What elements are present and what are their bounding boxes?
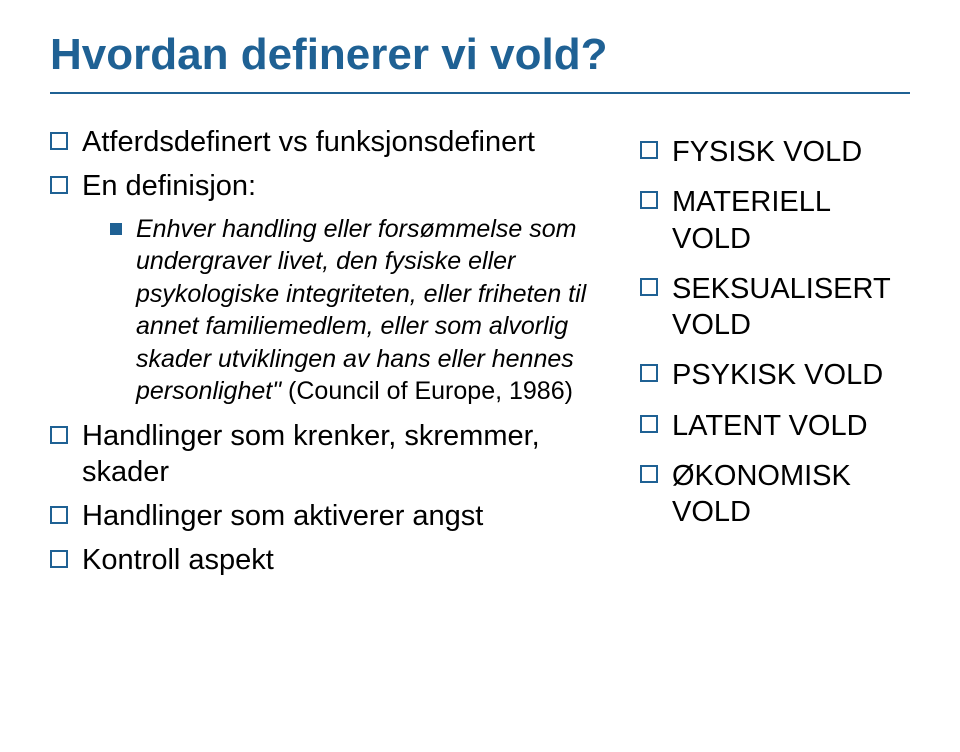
square-bullet-icon xyxy=(50,132,68,150)
square-dot-icon xyxy=(110,223,122,235)
title-rule xyxy=(50,92,910,94)
sub-bullet-text: Enhver handling eller forsømmelse som un… xyxy=(136,213,610,408)
square-bullet-icon xyxy=(640,191,658,209)
list-item: ØKONOMISK VOLD xyxy=(640,458,910,531)
bullet-item: Atferdsdefinert vs funksjonsdefinert xyxy=(50,124,610,160)
left-column: Atferdsdefinert vs funksjonsdefinert En … xyxy=(50,124,610,587)
list-item: LATENT VOLD xyxy=(640,408,910,444)
list-text: SEKSUALISERT VOLD xyxy=(672,271,910,344)
slide: Hvordan definerer vi vold? Atferdsdefine… xyxy=(0,0,960,752)
list-item: PSYKISK VOLD xyxy=(640,357,910,393)
sub-bullet-item: Enhver handling eller forsømmelse som un… xyxy=(110,213,610,408)
bullet-text: Kontroll aspekt xyxy=(82,542,274,578)
square-bullet-icon xyxy=(50,176,68,194)
square-bullet-icon xyxy=(50,426,68,444)
bullet-text: Atferdsdefinert vs funksjonsdefinert xyxy=(82,124,535,160)
square-bullet-icon xyxy=(640,364,658,382)
quote-citation: (Council of Europe, 1986) xyxy=(281,377,573,405)
bullet-item: Handlinger som krenker, skremmer, skader xyxy=(50,418,610,491)
square-bullet-icon xyxy=(640,278,658,296)
square-bullet-icon xyxy=(640,465,658,483)
bullet-text: En definisjon: xyxy=(82,168,256,204)
list-item: FYSISK VOLD xyxy=(640,134,910,170)
square-bullet-icon xyxy=(50,506,68,524)
list-item: MATERIELL VOLD xyxy=(640,184,910,257)
list-text: ØKONOMISK VOLD xyxy=(672,458,910,531)
bullet-item: Kontroll aspekt xyxy=(50,542,610,578)
bullet-item: Handlinger som aktiverer angst xyxy=(50,498,610,534)
list-text: FYSISK VOLD xyxy=(672,134,862,170)
right-column: FYSISK VOLD MATERIELL VOLD SEKSUALISERT … xyxy=(640,124,910,587)
bullet-text: Handlinger som krenker, skremmer, skader xyxy=(82,418,610,491)
list-text: MATERIELL VOLD xyxy=(672,184,910,257)
list-text: LATENT VOLD xyxy=(672,408,868,444)
square-bullet-icon xyxy=(50,550,68,568)
square-bullet-icon xyxy=(640,415,658,433)
list-text: PSYKISK VOLD xyxy=(672,357,883,393)
content-columns: Atferdsdefinert vs funksjonsdefinert En … xyxy=(50,124,910,587)
bullet-text: Handlinger som aktiverer angst xyxy=(82,498,483,534)
list-item: SEKSUALISERT VOLD xyxy=(640,271,910,344)
square-bullet-icon xyxy=(640,141,658,159)
bullet-item: En definisjon: xyxy=(50,168,610,204)
page-title: Hvordan definerer vi vold? xyxy=(50,30,910,80)
